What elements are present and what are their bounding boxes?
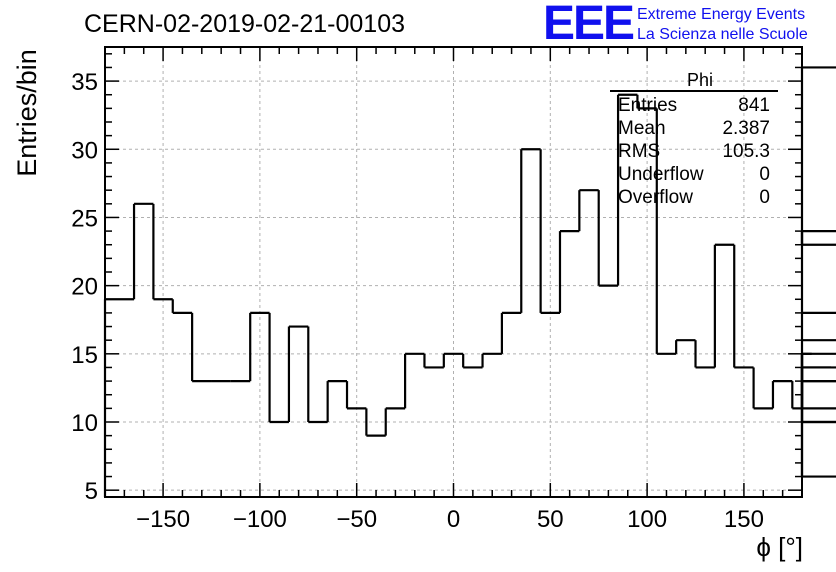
y-tick-label: 10	[71, 410, 98, 437]
stats-value: 105.3	[722, 141, 770, 162]
stats-title: Phi	[610, 70, 778, 92]
x-axis-label: ϕ [°]	[756, 532, 803, 562]
x-tick-label: 150	[724, 506, 764, 533]
tick-labels: −150 −100 −50 0 50 100 150 5 10 15 20 25 30 35	[71, 69, 764, 533]
stats-value: 841	[738, 95, 770, 116]
stats-label: Overflow	[618, 187, 693, 208]
y-axis-label: Entries/bin	[12, 49, 42, 177]
stats-label: RMS	[618, 141, 661, 162]
run-title: CERN-02-2019-02-21-00103	[84, 10, 406, 38]
x-tick-label: 0	[447, 506, 460, 533]
y-tick-label: 20	[71, 274, 98, 301]
y-tick-label: 15	[71, 342, 98, 369]
logo-line-1: Extreme Energy Events	[637, 6, 806, 23]
y-tick-label: 30	[71, 137, 98, 164]
logo-line-2: La Scienza nelle Scuole	[637, 26, 808, 43]
y-tick-label: 35	[71, 69, 98, 96]
stats-row-mean: Mean 2.387	[610, 117, 778, 140]
x-tick-label: 50	[537, 506, 564, 533]
stats-row-entries: Entries 841	[610, 94, 778, 117]
eee-logo: EEE	[543, 0, 635, 50]
x-tick-label: 100	[627, 506, 667, 533]
stats-value: 2.387	[722, 118, 770, 139]
x-tick-label: −150	[136, 506, 190, 533]
stats-row-rms: RMS 105.3	[610, 140, 778, 163]
y-tick-label: 5	[85, 478, 98, 505]
stats-label: Entries	[618, 95, 678, 116]
stats-value: 0	[759, 164, 770, 185]
stats-row-overflow: Overflow 0	[610, 186, 778, 209]
stats-label: Underflow	[618, 164, 704, 185]
axis-ticks	[104, 47, 803, 497]
y-tick-label: 25	[71, 205, 98, 232]
x-tick-label: −100	[233, 506, 287, 533]
stats-row-underflow: Underflow 0	[610, 163, 778, 186]
stats-label: Mean	[618, 118, 666, 139]
stats-value: 0	[759, 187, 770, 208]
stats-box: Phi Entries 841 Mean 2.387 RMS 105.3 Und…	[610, 70, 778, 209]
x-tick-label: −50	[336, 506, 377, 533]
